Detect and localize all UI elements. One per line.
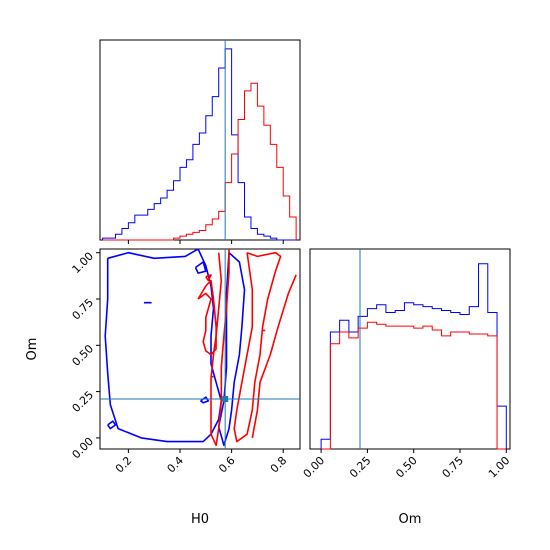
contour-blue-5 [200, 396, 210, 404]
contour-ytick-label-2: 0.50 [70, 342, 97, 369]
contour-xtick-label-0: 0.2 [113, 454, 135, 476]
panel-hist-Om [309, 248, 511, 450]
contour-ytick-label-1: 0.25 [70, 389, 97, 416]
contour-blue-2 [107, 420, 117, 430]
x-axis-label-Om: Om [399, 512, 422, 527]
panel-hist-H0-frame [99, 39, 301, 241]
hist-Om-series-red [321, 321, 507, 450]
hist-H0-series-blue [102, 48, 297, 241]
hist-Om-xtick-label-4: 1.00 [486, 454, 513, 481]
x-axis-label-H0: H0 [191, 512, 209, 527]
contour-red-9 [197, 279, 217, 356]
contour-xtick-label-3: 0.8 [268, 454, 290, 476]
panel-hist-Om-frame [309, 248, 511, 450]
contour-blue-4 [194, 261, 207, 274]
contour-red-7 [233, 251, 282, 443]
contour-red-10 [205, 274, 212, 282]
contour-ytick-label-0: 0.00 [70, 435, 97, 462]
contour-blue-1 [217, 252, 246, 447]
hist-Om-series-blue [320, 263, 507, 449]
contour-red-8 [251, 274, 297, 439]
y-axis-label-Om: Om [25, 338, 40, 361]
contour-xtick-label-1: 0.4 [165, 454, 187, 476]
hist-Om-xtick-label-2: 0.50 [393, 454, 420, 481]
hist-H0-series-red [102, 82, 297, 241]
panel-hist-H0 [99, 39, 301, 241]
panel-contour-frame [99, 248, 301, 450]
hist-Om-xtick-label-3: 0.75 [440, 454, 467, 481]
hist-Om-xtick-label-1: 0.25 [347, 454, 374, 481]
truth-marker [222, 396, 229, 402]
panel-contour-H0-Om [99, 248, 301, 450]
contour-xtick-label-2: 0.6 [216, 454, 238, 476]
contour-ytick-label-4: 1.00 [70, 250, 97, 277]
hist-Om-xtick-label-0: 0.00 [301, 454, 328, 481]
contour-ytick-label-3: 0.75 [70, 296, 97, 323]
